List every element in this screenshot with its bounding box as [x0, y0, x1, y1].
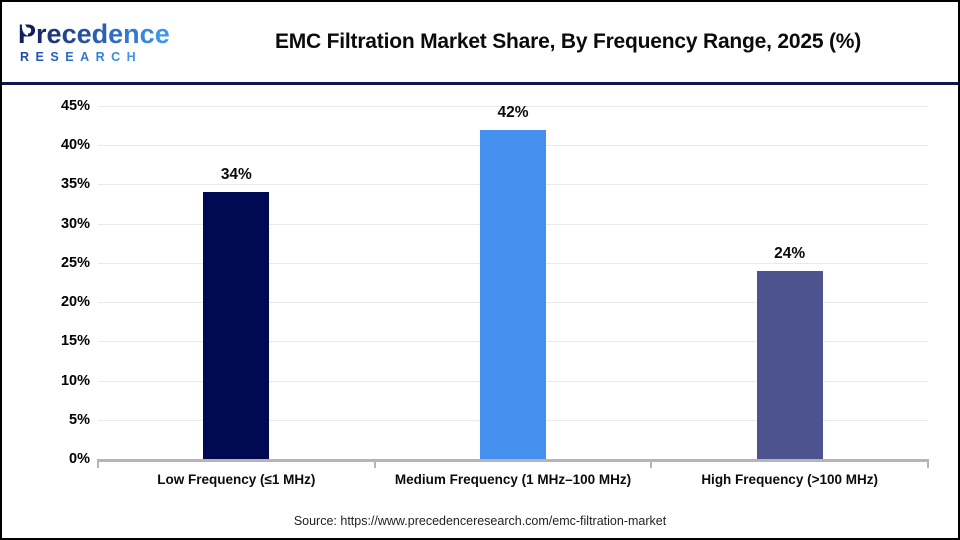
gridline-45% — [98, 106, 928, 107]
chart-title: EMC Filtration Market Share, By Frequenc… — [274, 30, 862, 53]
bar-value-label: 42% — [497, 103, 529, 121]
y-axis-label: 15% — [60, 333, 90, 350]
x-category-label: Low Frequency (≤1 MHz) — [157, 472, 316, 487]
logo-letter: H — [126, 49, 143, 64]
x-axis-line — [98, 459, 928, 462]
logo-letter: E — [65, 49, 81, 64]
chart-area: Source: https://www.precedenceresearch.c… — [2, 85, 958, 538]
logo-subtitle: RESEARCH — [18, 50, 196, 64]
logo-letter: S — [50, 49, 66, 64]
logo-letter: A — [80, 49, 96, 64]
logo-letter: e — [154, 19, 170, 50]
y-axis-label: 20% — [60, 294, 90, 311]
header-divider — [2, 82, 958, 85]
logo-letter: c — [139, 19, 155, 50]
bar-3 — [756, 270, 823, 459]
y-axis-label: 45% — [60, 98, 90, 114]
y-axis-label: 25% — [60, 254, 90, 271]
logo-letter: e — [46, 19, 62, 50]
logo-letter: e — [108, 19, 124, 50]
y-axis-label: 0% — [69, 451, 90, 467]
bar-1 — [203, 192, 270, 459]
bar-value-label: 24% — [774, 244, 806, 262]
logo-letter: R — [95, 49, 112, 64]
logo-wordmark: Precedence — [18, 19, 196, 50]
logo-letter: n — [123, 19, 140, 50]
header: Precedence RESEARCH EMC Filtration Marke… — [2, 2, 958, 82]
x-axis-tick — [927, 459, 929, 468]
y-axis-label: 35% — [60, 176, 90, 193]
bar-value-label: 34% — [220, 166, 252, 184]
logo-letter: C — [111, 49, 127, 64]
y-axis-label: 10% — [60, 372, 90, 389]
logo-letter: e — [76, 19, 92, 50]
x-axis-tick — [373, 459, 376, 468]
bar-2 — [480, 129, 546, 459]
logo-letter: r — [36, 19, 47, 50]
y-axis-label: 5% — [69, 411, 90, 428]
logo-letter: c — [61, 19, 77, 50]
x-category-label: Medium Frequency (1 MHz–100 MHz) — [394, 472, 632, 487]
source-note: Source: https://www.precedenceresearch.c… — [293, 514, 667, 528]
logo-letter: P — [18, 20, 36, 49]
y-axis-label: 30% — [60, 215, 90, 232]
logo-letter: d — [91, 19, 109, 50]
x-category-label: High Frequency (>100 MHz) — [701, 472, 878, 487]
x-axis-tick — [97, 459, 99, 468]
logo-letter: R — [20, 49, 36, 64]
leaf-icon — [19, 23, 31, 37]
logo-letter: E — [35, 49, 51, 64]
x-axis-tick — [650, 459, 653, 468]
precedence-research-logo: Precedence RESEARCH — [18, 19, 196, 64]
y-axis-label: 40% — [60, 137, 90, 154]
